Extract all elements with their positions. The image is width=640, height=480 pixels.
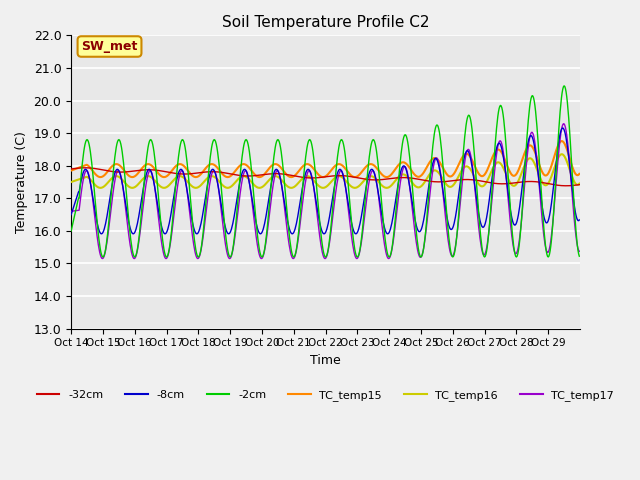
X-axis label: Time: Time — [310, 354, 341, 367]
Text: SW_met: SW_met — [81, 40, 138, 53]
Y-axis label: Temperature (C): Temperature (C) — [15, 131, 28, 233]
Title: Soil Temperature Profile C2: Soil Temperature Profile C2 — [222, 15, 429, 30]
Legend: -32cm, -8cm, -2cm, TC_temp15, TC_temp16, TC_temp17: -32cm, -8cm, -2cm, TC_temp15, TC_temp16,… — [33, 385, 619, 405]
